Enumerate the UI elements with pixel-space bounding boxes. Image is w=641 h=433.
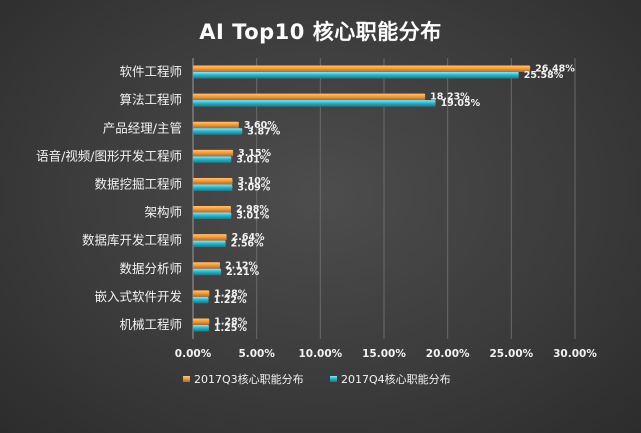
data-label: 3.87% [247,126,280,137]
x-tick-label: 5.00% [238,348,275,360]
bar-q3 [193,206,231,213]
x-tick-label: 20.00% [426,348,470,360]
category-label: 算法工程师 [119,92,182,107]
bar-q4 [193,296,209,304]
data-label: 25.58% [524,70,564,81]
bar-q4 [193,268,222,276]
data-label: 1.22% [214,295,247,306]
bar-q3 [193,234,227,241]
data-label: 3.01% [236,211,269,222]
legend-swatch [330,376,337,382]
data-label: 26.48% [535,64,575,75]
data-label: 3.15% [238,148,271,159]
data-label: 2.64% [232,232,265,243]
legend-swatch [183,376,190,382]
bar-q3 [193,93,426,101]
bar-q3 [193,65,531,73]
category-label: 数据分析师 [119,261,182,276]
x-tick-label: 0.00% [175,348,212,360]
data-label: 1.28% [214,316,247,327]
bar-q3 [193,177,233,185]
bar-q3 [193,262,220,269]
data-label: 2.98% [236,204,269,215]
data-label: 3.10% [237,176,270,187]
category-label: 语音/视频/图形开发工程师 [36,148,182,163]
category-label: 架构师 [144,205,182,220]
legend-label: 2017Q4核心职能分布 [341,372,451,386]
data-label: 3.09% [237,182,270,193]
bar-q3 [193,121,239,129]
data-label: 19.05% [441,98,481,109]
bar-q4 [193,128,243,135]
category-label: 嵌入式软件开发 [94,289,182,304]
category-label: 数据挖掘工程师 [94,176,182,191]
category-label: 软件工程师 [119,64,182,79]
data-label: 2.21% [226,267,259,278]
x-tick-label: 10.00% [298,348,342,360]
bar-q4 [193,100,436,107]
x-tick-label: 15.00% [362,348,406,360]
bar-q4 [193,240,226,248]
data-label: 1.28% [214,288,247,299]
category-label: 产品经理/主管 [103,120,182,135]
bar-q3 [193,149,234,157]
x-tick-label: 30.00% [553,348,597,360]
legend-label: 2017Q3核心职能分布 [194,372,304,386]
bar-q3 [193,318,210,325]
category-label: 数据库开发工程师 [82,233,182,248]
data-label: 1.25% [214,323,247,334]
bar-q3 [193,290,210,297]
data-label: 2.12% [225,260,258,271]
bar-q4 [193,156,232,163]
category-label: 机械工程师 [119,317,182,332]
bar-q4 [193,184,233,191]
data-label: 2.56% [231,239,264,250]
data-label: 3.60% [244,120,277,131]
bar-q4 [193,72,519,79]
data-label: 18.23% [430,92,470,103]
x-tick-label: 25.00% [489,348,533,360]
chart-title: AI Top10 核心职能分布 [199,20,442,44]
bar-q4 [193,212,232,220]
data-label: 3.01% [236,154,269,165]
bar-q4 [193,324,209,332]
